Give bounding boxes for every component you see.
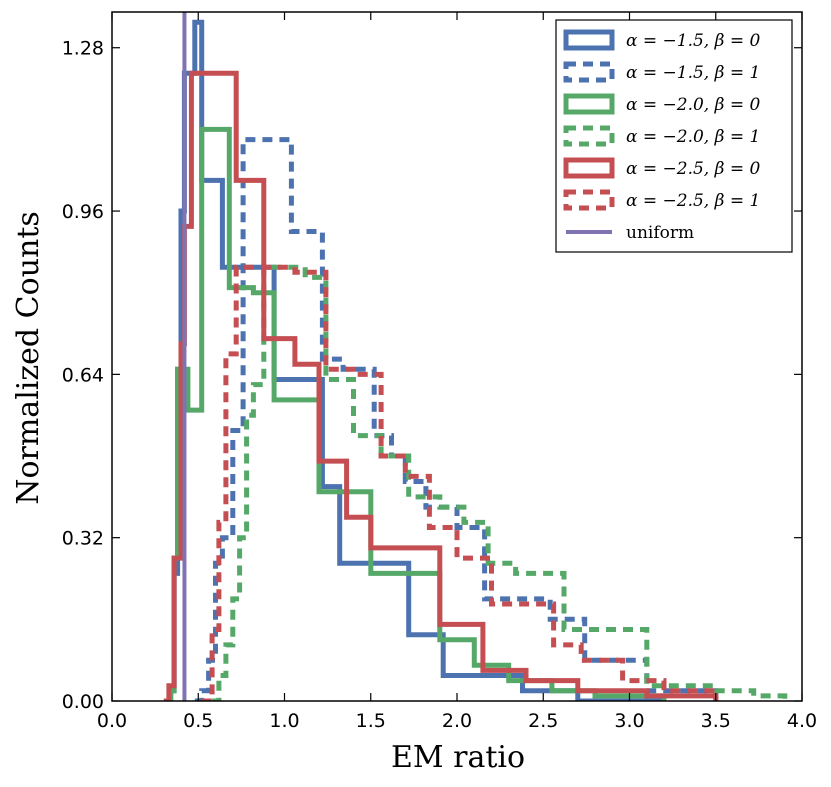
x-axis-label: EM ratio — [391, 740, 525, 775]
legend-swatch-3 — [563, 93, 615, 115]
plot-area — [111, 11, 803, 702]
legend-swatch-4 — [563, 125, 615, 147]
x-tick-label: 0.5 — [183, 710, 213, 732]
series-2-step — [194, 137, 719, 701]
x-tick-label: 0.0 — [97, 710, 127, 732]
legend-swatch-2 — [563, 61, 615, 83]
x-tick-label: 4.0 — [787, 710, 817, 732]
series-group — [163, 12, 788, 701]
x-axis: 0.0 0.5 1.0 1.5 2.0 2.5 3.0 3.5 4.0 — [97, 12, 817, 732]
legend-box — [555, 19, 793, 253]
x-tick-label: 2.0 — [442, 710, 472, 732]
legend-label-5: α = −2.5, β = 0 — [626, 159, 760, 179]
legend-label-3: α = −2.0, β = 0 — [626, 95, 760, 115]
series-5-step — [163, 70, 719, 701]
x-tick-label: 3.0 — [614, 710, 644, 732]
series-6-step — [201, 264, 719, 701]
legend-label-7: uniform — [626, 223, 694, 243]
legend-swatch-1 — [563, 29, 615, 51]
x-tick-label: 1.5 — [356, 710, 386, 732]
legend-label-1: α = −1.5, β = 0 — [626, 31, 760, 51]
y-axis-label: Normalized Counts — [11, 211, 46, 505]
legend: α = −1.5, β = 0 α = −1.5, β = 1 α = −2.0, … — [555, 19, 793, 253]
legend-swatch-5 — [563, 157, 615, 179]
y-tick-label: 0.00 — [62, 691, 104, 713]
y-tick-label: 1.28 — [62, 38, 104, 60]
y-tick-label: 0.32 — [62, 528, 104, 550]
legend-label-6: α = −2.5, β = 1 — [626, 191, 760, 211]
legend-swatch-6 — [563, 189, 615, 211]
y-axis: 0.00 0.32 0.64 0.96 1.28 — [62, 38, 802, 713]
y-tick-label: 0.96 — [62, 201, 104, 223]
x-tick-label: 2.5 — [528, 710, 558, 732]
y-tick-label: 0.64 — [62, 364, 104, 386]
x-tick-label: 3.5 — [701, 710, 731, 732]
legend-label-2: α = −1.5, β = 1 — [626, 63, 760, 83]
series-4-step — [212, 264, 788, 701]
legend-label-4: α = −2.0, β = 1 — [626, 127, 760, 147]
x-tick-label: 1.0 — [269, 710, 299, 732]
